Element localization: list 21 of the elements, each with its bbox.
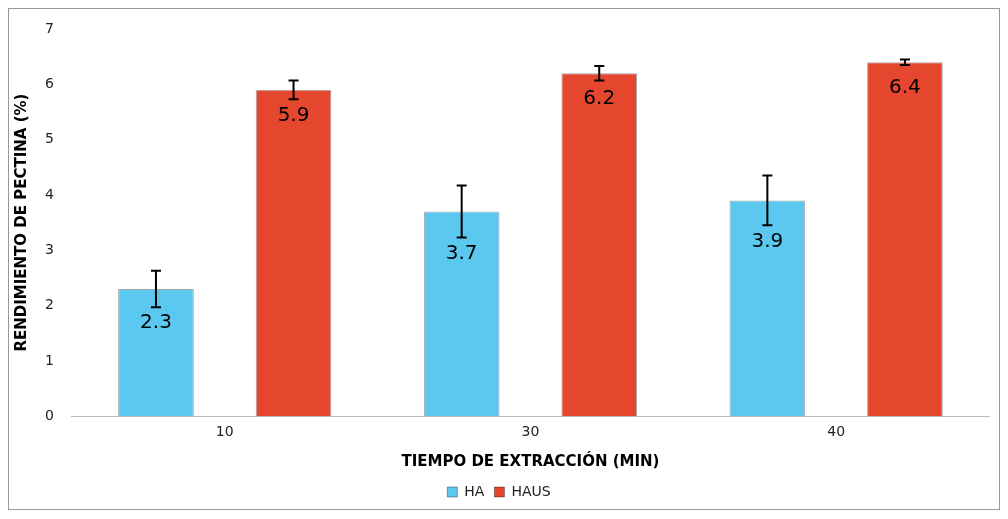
y-tick-label: 2 xyxy=(44,296,54,313)
y-tick-label: 1 xyxy=(44,351,54,368)
x-tick-label: 30 xyxy=(521,423,540,440)
data-label: 6.4 xyxy=(889,74,921,99)
data-label: 2.3 xyxy=(140,309,172,334)
data-label: 3.9 xyxy=(751,227,784,252)
legend-label: HAUS xyxy=(511,482,551,499)
x-tick-label: 10 xyxy=(215,423,234,440)
data-label: 6.2 xyxy=(583,85,616,110)
data-label: 3.7 xyxy=(445,239,478,264)
legend-label: HA xyxy=(464,482,485,499)
y-tick-label: 5 xyxy=(44,130,54,147)
x-tick-label: 40 xyxy=(827,423,846,440)
y-axis-title: RENDIMIENTO DE PECTINA (%) xyxy=(11,93,30,352)
y-tick-label: 4 xyxy=(44,185,54,202)
data-label: 5.9 xyxy=(277,102,310,127)
y-tick-label: 3 xyxy=(44,240,54,257)
x-axis-title: TIEMPO DE EXTRACCIÓN (MIN) xyxy=(401,450,660,470)
y-tick-label: 0 xyxy=(44,406,54,423)
y-tick-label: 7 xyxy=(44,19,54,36)
y-tick-label: 6 xyxy=(44,74,54,91)
